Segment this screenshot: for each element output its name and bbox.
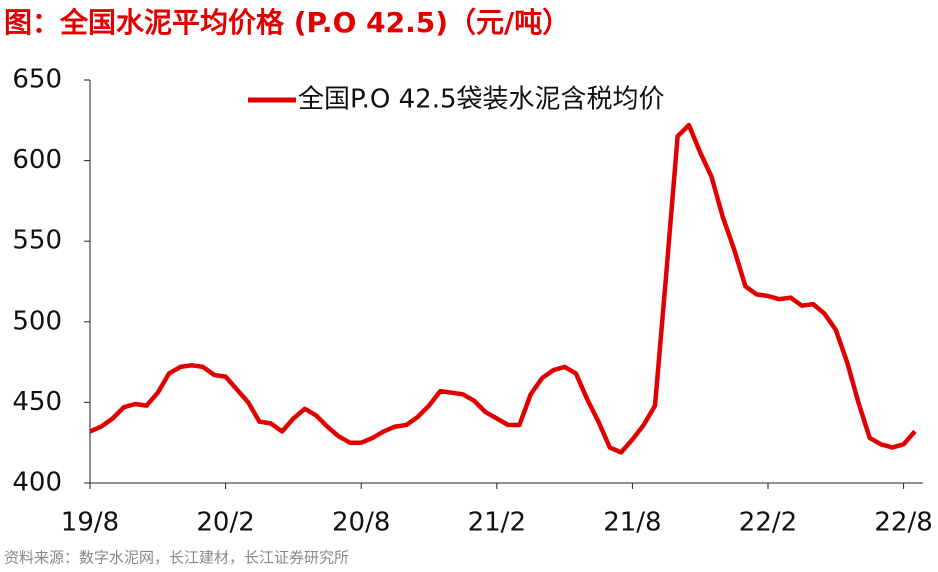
chart-title: 图：全国水泥平均价格 (P.O 42.5)（元/吨） xyxy=(4,6,570,39)
x-tick-label: 19/8 xyxy=(61,508,119,538)
x-tick-label: 22/2 xyxy=(739,508,797,538)
source-note: 资料来源：数字水泥网，长江建材，长江证券研究所 xyxy=(4,549,349,567)
y-tick-label: 650 xyxy=(12,65,62,95)
x-tick-label: 20/8 xyxy=(332,508,390,538)
y-tick-label: 500 xyxy=(12,306,62,336)
legend-label: 全国P.O 42.5袋装水泥含税均价 xyxy=(298,85,665,115)
x-tick-label: 21/2 xyxy=(468,508,526,538)
x-tick-label: 20/2 xyxy=(196,508,254,538)
y-tick-label: 450 xyxy=(12,387,62,417)
line-series xyxy=(89,122,917,455)
x-tick-label: 21/8 xyxy=(603,508,661,538)
y-tick-label: 550 xyxy=(12,226,62,256)
x-tick-label: 22/8 xyxy=(874,508,932,538)
y-tick-label: 400 xyxy=(12,468,62,498)
y-tick-label: 600 xyxy=(12,145,62,175)
